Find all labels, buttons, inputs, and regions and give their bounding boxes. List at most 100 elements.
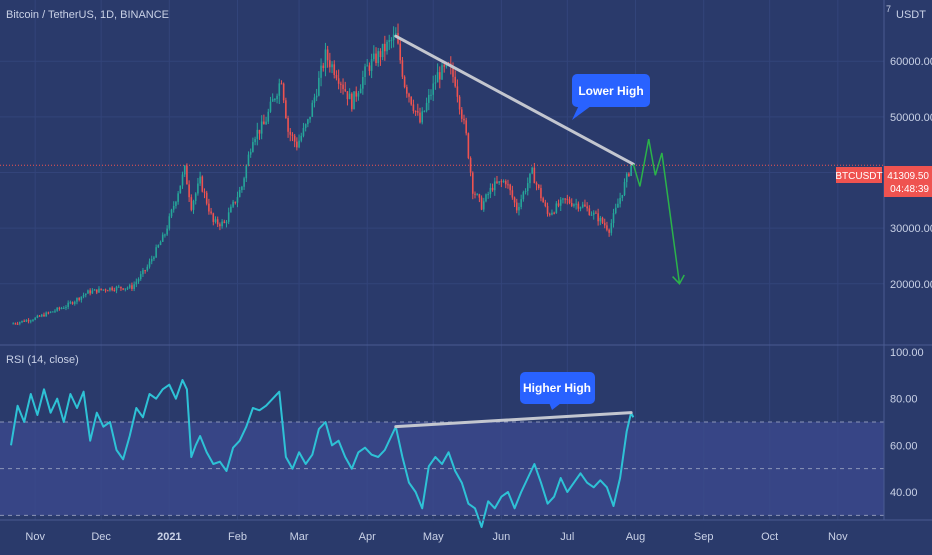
rsi-tick-label[interactable]: 80.00 [890, 394, 918, 406]
price-tick-label[interactable]: 50000.00 [890, 112, 932, 124]
candle-body [271, 99, 274, 102]
candle-body [522, 192, 525, 200]
lower-high-trendline[interactable] [394, 34, 635, 166]
x-tick-label[interactable]: Oct [761, 531, 778, 543]
candle-body [590, 214, 593, 216]
candle-body [199, 176, 201, 184]
candle-body [617, 203, 619, 208]
higher-high-callout[interactable]: Higher High [520, 372, 595, 410]
x-tick-label[interactable]: Sep [694, 531, 714, 543]
price-tick-label[interactable]: 60000.00 [890, 56, 932, 68]
candle-body [142, 270, 144, 275]
rsi-band [0, 421, 884, 516]
candle-body [621, 194, 624, 198]
candle-body [212, 213, 215, 222]
rsi-tick-label[interactable]: 60.00 [890, 440, 918, 452]
x-tick-label[interactable]: Jun [492, 531, 510, 543]
candle-body [133, 284, 135, 289]
rsi-panel[interactable] [10, 379, 635, 528]
candles[interactable] [12, 23, 632, 326]
candle-body [230, 206, 232, 213]
rsi-title: RSI (14, close) [6, 354, 79, 366]
rsi-line[interactable] [10, 379, 635, 528]
rsi-tick-label[interactable]: 100.00 [890, 347, 924, 359]
candle-body [520, 199, 522, 207]
candle-body [234, 201, 237, 203]
candle-body [337, 78, 340, 84]
candle-body [36, 315, 39, 318]
candle-body [148, 261, 151, 267]
x-tick-label[interactable]: Nov [828, 531, 848, 543]
candle-body [197, 183, 199, 194]
price-tag[interactable]: BTCUSDT 41309.50 04:48:39 [835, 166, 932, 197]
x-tick-label[interactable]: Apr [359, 531, 376, 543]
candle-body [300, 135, 303, 141]
candle-body [307, 119, 309, 125]
axes[interactable]: Nov Dec 2021 Feb Mar Apr May Jun Jul Aug Sep Oct Nov… [25, 56, 932, 543]
candle-body [463, 118, 465, 121]
candle-body [278, 83, 281, 96]
candle-body [82, 295, 85, 297]
price-tick-label[interactable]: 30000.00 [890, 223, 932, 235]
candle-body [625, 173, 628, 183]
candle-body [430, 94, 432, 96]
candle-body [577, 203, 580, 209]
candle-body [502, 181, 505, 183]
candle-body [333, 64, 336, 75]
candle-body [177, 193, 179, 202]
candle-body [21, 320, 23, 323]
candle-body [73, 301, 76, 304]
candle-body [102, 289, 105, 291]
drawings[interactable] [0, 34, 884, 286]
candle-body [122, 288, 124, 290]
candle-body [150, 259, 153, 262]
x-tick-label[interactable]: Nov [25, 531, 45, 543]
candle-body [14, 323, 17, 325]
projection-arrowhead [672, 274, 685, 286]
candle-body [93, 289, 96, 291]
x-tick-label[interactable]: Mar [290, 531, 309, 543]
x-tick-label[interactable]: Dec [91, 531, 111, 543]
candle-body [192, 200, 195, 210]
candle-body [608, 229, 610, 233]
projection-path[interactable] [632, 138, 681, 284]
candle-body [610, 223, 613, 233]
callout-box [572, 74, 650, 107]
candle-body [282, 83, 285, 101]
x-tick-label[interactable]: Aug [626, 531, 646, 543]
candle-body [267, 111, 270, 122]
candle-body [104, 289, 107, 291]
candle-body [395, 33, 397, 35]
currency-label[interactable]: USDT [896, 9, 926, 21]
x-tick-label[interactable]: Feb [228, 531, 247, 543]
candle-body [287, 118, 289, 132]
candle-body [579, 207, 582, 209]
candle-body [203, 191, 206, 193]
lower-high-callout[interactable]: Lower High [572, 74, 650, 120]
x-tick-label[interactable]: 2021 [157, 531, 181, 543]
candle-body [540, 188, 542, 199]
candle-body [243, 178, 245, 187]
scale-mark[interactable]: 7 [886, 4, 891, 14]
candle-body [100, 288, 102, 290]
candle-body [117, 286, 120, 288]
candle-body [126, 287, 129, 289]
x-tick-label[interactable]: May [423, 531, 444, 543]
candle-body [551, 212, 553, 215]
x-tick-label[interactable]: Jul [560, 531, 574, 543]
candle-body [584, 204, 586, 207]
candle-body [249, 151, 252, 155]
candle-body [291, 134, 294, 136]
candle-body [414, 110, 417, 112]
price-tick-label[interactable]: 20000.00 [890, 279, 932, 291]
candle-body [201, 176, 204, 192]
candle-body [537, 184, 540, 189]
candle-body [84, 293, 87, 296]
higher-high-trendline[interactable] [394, 411, 633, 429]
rsi-tick-label[interactable]: 40.00 [890, 487, 918, 499]
candle-body [500, 181, 503, 183]
candle-body [225, 221, 228, 223]
candle-body [111, 287, 113, 291]
candle-body [498, 181, 500, 183]
